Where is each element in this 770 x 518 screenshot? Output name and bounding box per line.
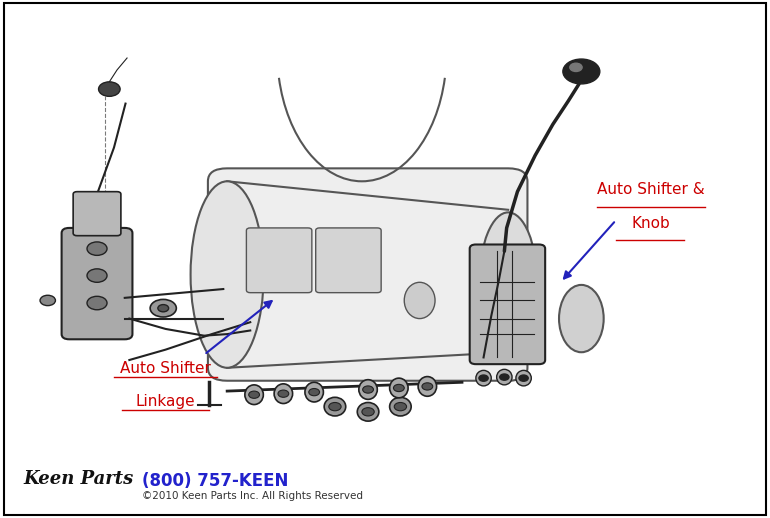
Circle shape [363, 386, 373, 393]
Text: (800) 757-KEEN: (800) 757-KEEN [142, 472, 289, 490]
Ellipse shape [476, 370, 491, 386]
FancyBboxPatch shape [62, 228, 132, 339]
Ellipse shape [305, 382, 323, 402]
Circle shape [99, 82, 120, 96]
Ellipse shape [390, 397, 411, 416]
Circle shape [570, 63, 582, 71]
Circle shape [150, 299, 176, 317]
Circle shape [87, 242, 107, 255]
Ellipse shape [516, 370, 531, 386]
Ellipse shape [418, 377, 437, 396]
Text: Auto Shifter: Auto Shifter [120, 361, 211, 376]
Ellipse shape [191, 181, 263, 368]
Circle shape [87, 296, 107, 310]
Circle shape [249, 391, 259, 398]
Ellipse shape [245, 385, 263, 405]
Circle shape [309, 388, 320, 396]
Text: Auto Shifter &: Auto Shifter & [597, 182, 705, 197]
FancyBboxPatch shape [73, 192, 121, 236]
Text: Keen Parts: Keen Parts [23, 470, 133, 488]
Ellipse shape [390, 378, 408, 398]
Circle shape [87, 269, 107, 282]
Text: Linkage: Linkage [136, 394, 196, 409]
Circle shape [393, 384, 404, 392]
Ellipse shape [497, 369, 512, 385]
Circle shape [40, 295, 55, 306]
Ellipse shape [404, 282, 435, 319]
Circle shape [394, 402, 407, 411]
Ellipse shape [274, 384, 293, 404]
FancyBboxPatch shape [246, 228, 312, 293]
Circle shape [158, 305, 169, 312]
Circle shape [362, 408, 374, 416]
FancyBboxPatch shape [470, 244, 545, 364]
FancyBboxPatch shape [208, 168, 527, 381]
Ellipse shape [479, 212, 537, 352]
Circle shape [563, 59, 600, 84]
Text: Knob: Knob [631, 215, 670, 231]
Ellipse shape [559, 285, 604, 352]
Circle shape [278, 390, 289, 397]
Circle shape [479, 375, 488, 381]
Ellipse shape [324, 397, 346, 416]
Ellipse shape [357, 402, 379, 421]
Circle shape [329, 402, 341, 411]
Ellipse shape [359, 380, 377, 399]
Circle shape [500, 374, 509, 380]
Text: ©2010 Keen Parts Inc. All Rights Reserved: ©2010 Keen Parts Inc. All Rights Reserve… [142, 491, 363, 501]
FancyBboxPatch shape [316, 228, 381, 293]
Circle shape [519, 375, 528, 381]
Circle shape [422, 383, 433, 390]
